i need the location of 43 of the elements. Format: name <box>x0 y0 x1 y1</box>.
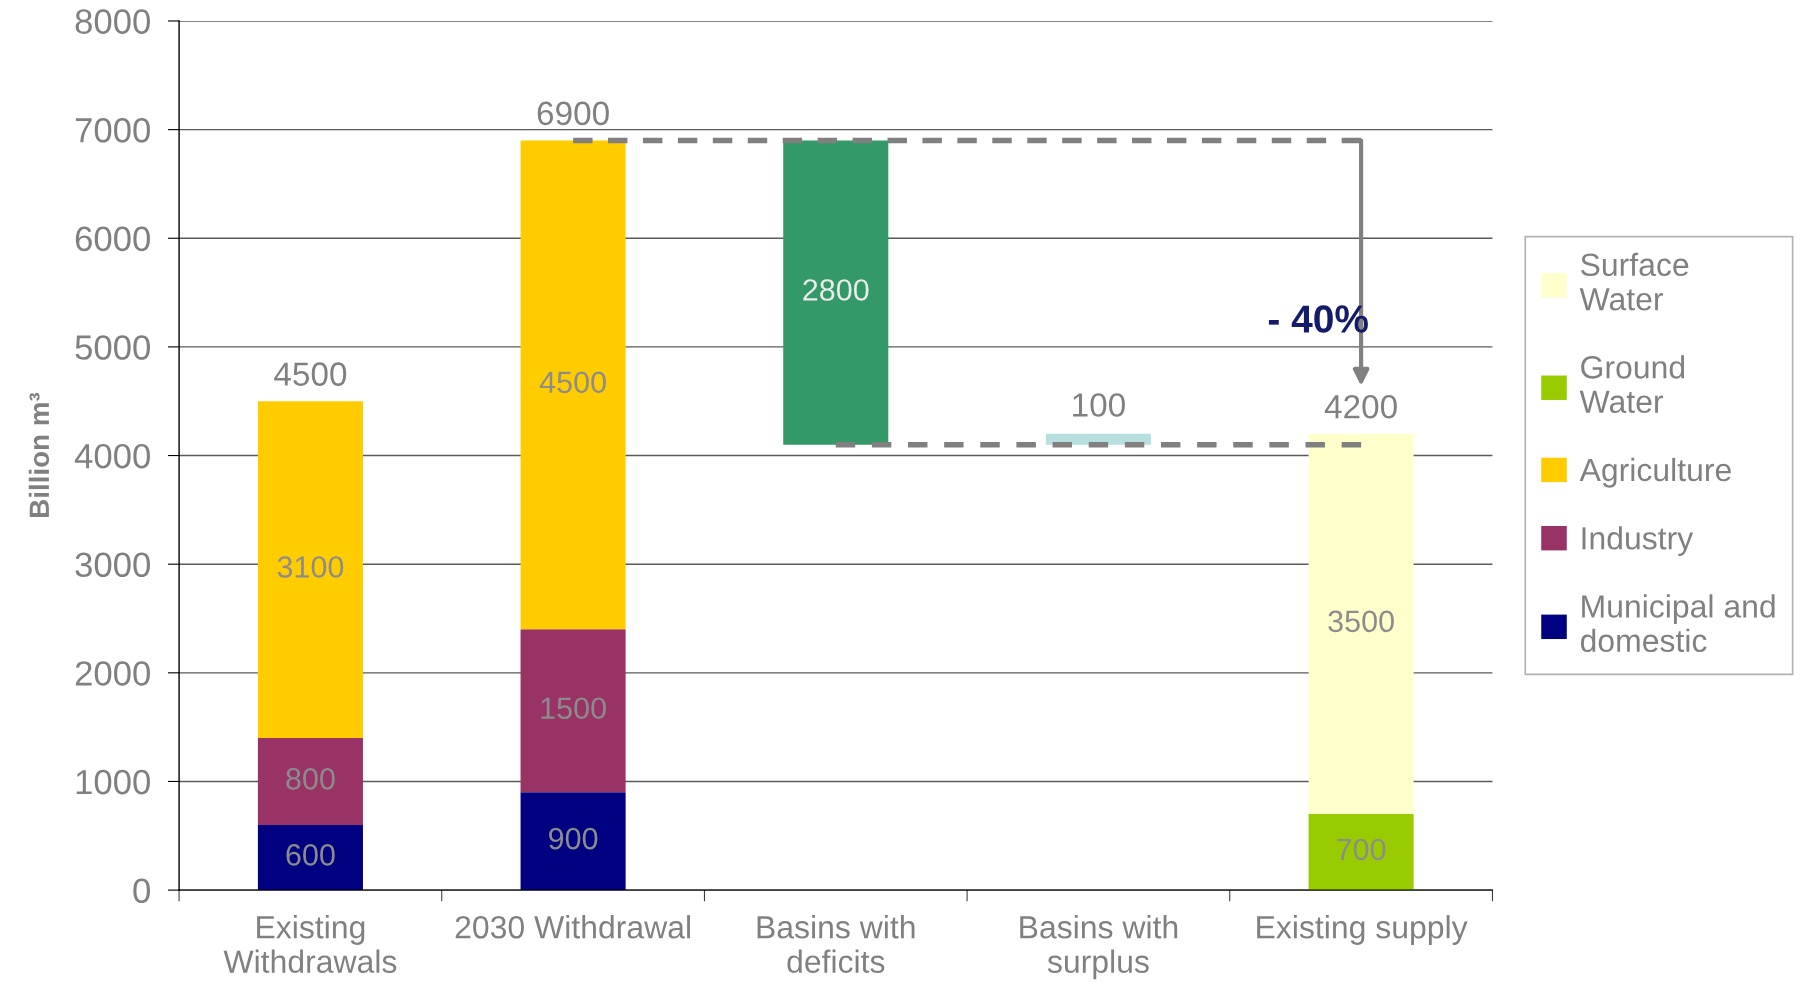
bar <box>520 792 626 891</box>
bar <box>257 738 363 825</box>
legend-label: Municipal and domestic <box>1580 594 1775 653</box>
y-tick-label: 6000 <box>75 226 150 252</box>
data-label: 2800 <box>803 279 869 301</box>
x-tick-label: Basins with deficits <box>757 915 915 973</box>
bar <box>257 824 363 891</box>
bar <box>783 140 889 445</box>
data-label: 1500 <box>541 697 606 720</box>
bar <box>257 401 363 739</box>
bar <box>520 629 626 793</box>
y-tick-label: 5000 <box>75 335 150 360</box>
legend-label: Surface Water <box>1579 252 1689 311</box>
data-label: 800 <box>286 768 335 790</box>
bar <box>1308 433 1414 815</box>
x-tick-label: Existing Withdrawals <box>223 915 397 973</box>
x-tick-label: 2030 Withdrawal <box>455 915 690 939</box>
data-label: 100 <box>1073 393 1125 417</box>
bar <box>1308 814 1414 891</box>
data-label: 3500 <box>1328 610 1394 633</box>
y-tick-label: 7000 <box>75 117 150 143</box>
total-label: 6900 <box>537 101 609 126</box>
y-tick-label: 0 <box>133 878 150 904</box>
total-label: 4500 <box>274 362 347 386</box>
y-tick-label: 2000 <box>75 661 150 686</box>
data-label: 4500 <box>539 371 606 394</box>
x-tick-label: Basins with surplus <box>1020 915 1178 980</box>
y-tick-label: 8000 <box>75 9 150 34</box>
data-label: 3100 <box>277 556 344 578</box>
data-label: 900 <box>549 827 598 850</box>
x-tick-label: Existing supply <box>1257 915 1468 945</box>
legend-label: Agriculture <box>1579 457 1731 488</box>
legend-label: Industry <box>1582 526 1694 556</box>
total-label: 4200 <box>1324 394 1397 419</box>
data-label: 600 <box>286 844 335 866</box>
y-tick-label: 1000 <box>76 769 150 795</box>
legend-label: Ground Water <box>1579 355 1685 414</box>
y-tick-label: 4000 <box>74 443 150 469</box>
bar <box>520 140 626 630</box>
y-tick-label: 3000 <box>75 552 150 578</box>
annotation: - 40% <box>1268 305 1368 333</box>
y-axis-title: Billion m³ <box>28 392 50 517</box>
data-label: 700 <box>1337 838 1386 861</box>
